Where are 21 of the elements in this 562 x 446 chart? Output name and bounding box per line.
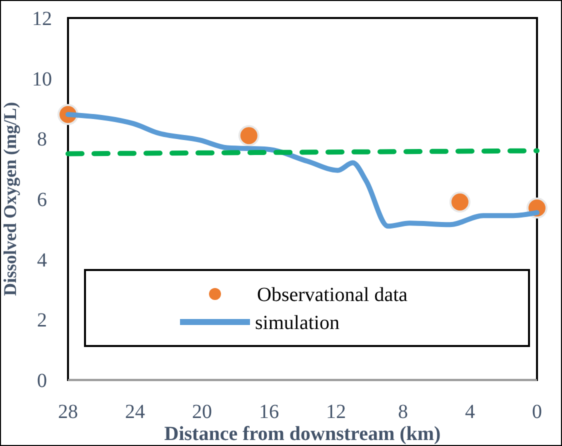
x-tick-label: 20: [192, 401, 212, 423]
point: [449, 192, 470, 213]
x-tick-label: 24: [125, 401, 145, 423]
x-tick-label: 0: [532, 401, 542, 423]
y-tick-label: 4: [37, 249, 47, 272]
x-tick-label: 8: [398, 401, 408, 423]
x-axis-title: Distance from downstream (km): [164, 423, 441, 445]
y-tick-label: 12: [32, 8, 52, 30]
x-tick-label: 28: [58, 401, 78, 423]
y-tick-label: 6: [37, 189, 47, 211]
y-axis-title: Dissolved Oxygen (mg/L): [0, 102, 20, 296]
legend-label: Observational data: [257, 284, 408, 306]
x-tick-label: 16: [259, 401, 279, 423]
x-tick-label: 12: [326, 401, 346, 423]
y-tick-label: 10: [32, 68, 52, 90]
x-tick-label: 4: [465, 401, 475, 423]
y-tick-label: 2: [37, 310, 47, 332]
legend-label: simulation: [255, 312, 340, 334]
y-tick-label: 0: [37, 370, 47, 392]
y-tick-label: 8: [37, 128, 47, 151]
point: [238, 125, 260, 146]
